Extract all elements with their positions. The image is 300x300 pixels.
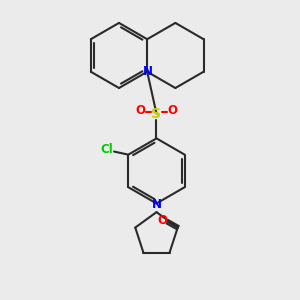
Text: N: N (143, 65, 153, 78)
Text: O: O (157, 214, 167, 227)
Text: O: O (135, 104, 146, 117)
Text: Cl: Cl (100, 143, 113, 157)
Text: N: N (152, 198, 161, 211)
Text: S: S (152, 106, 161, 121)
Text: O: O (168, 104, 178, 117)
